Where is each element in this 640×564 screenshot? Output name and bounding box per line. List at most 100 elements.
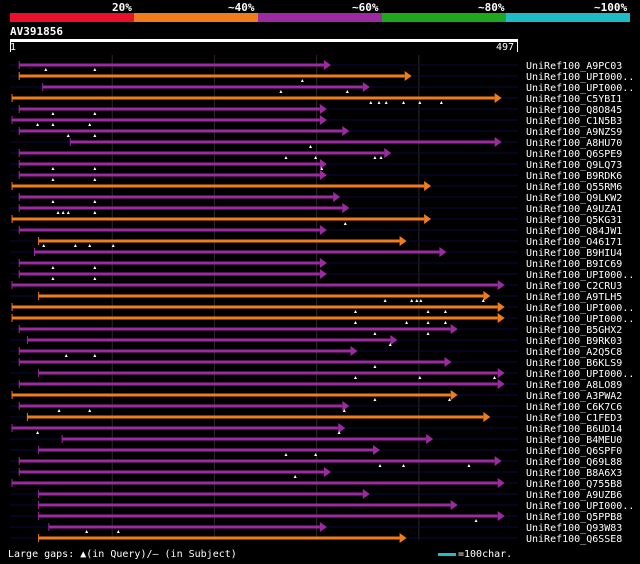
hit-row[interactable]: UniRef100_UPI000.. — [10, 82, 634, 94]
hit-row[interactable]: UniRef100_A9PC03 — [10, 60, 622, 72]
hit-row[interactable]: UniRef100_A8LO89 — [10, 379, 622, 391]
hit-row[interactable]: UniRef100_Q55RM6 — [10, 181, 622, 193]
hit-row[interactable]: UniRef100_B9HIU4 — [10, 247, 622, 259]
hit-label[interactable]: UniRef100_A2Q5C8 — [526, 347, 622, 358]
hit-row[interactable]: UniRef100_B4MEU0 — [10, 434, 622, 446]
hit-bar[interactable] — [38, 239, 400, 243]
hit-label[interactable]: UniRef100_Q5PPB8 — [526, 512, 622, 523]
hit-bar[interactable] — [19, 382, 498, 386]
hit-label[interactable]: UniRef100_C2CRU3 — [526, 281, 622, 292]
hit-label[interactable]: UniRef100_A9NZS9 — [526, 127, 622, 138]
hit-label[interactable]: UniRef100_UPI000.. — [526, 83, 634, 94]
hit-label[interactable]: UniRef100_UPI000.. — [526, 303, 634, 314]
hit-row[interactable]: UniRef100_UPI000.. — [10, 71, 634, 83]
hit-row[interactable]: UniRef100_UPI000.. — [10, 368, 634, 380]
hit-row[interactable]: UniRef100_Q5PPB8 — [10, 511, 622, 523]
hit-label[interactable]: UniRef100_A8LO89 — [526, 380, 622, 391]
hit-row[interactable]: UniRef100_Q6SPF0 — [10, 445, 622, 457]
hit-bar[interactable] — [42, 85, 363, 89]
hit-label[interactable]: UniRef100_A9UZB6 — [526, 490, 622, 501]
hit-bar[interactable] — [19, 459, 495, 463]
hit-row[interactable]: UniRef100_Q9LQ73 — [10, 159, 622, 171]
hit-row[interactable]: UniRef100_C1N5B3 — [10, 115, 622, 127]
hit-label[interactable]: UniRef100_C6K7C6 — [526, 402, 622, 413]
hit-label[interactable]: UniRef100_A9PC03 — [526, 61, 622, 72]
hit-bar[interactable] — [19, 360, 445, 364]
hit-row[interactable]: UniRef100_B9RK03 — [10, 335, 622, 347]
hit-label[interactable]: UniRef100_Q69L88 — [526, 457, 622, 468]
hit-row[interactable]: UniRef100_UPI000.. — [10, 313, 634, 325]
hit-label[interactable]: UniRef100_C1N5B3 — [526, 116, 622, 127]
hit-label[interactable]: UniRef100_B9RK03 — [526, 336, 622, 347]
hit-label[interactable]: UniRef100_Q6SSE8 — [526, 534, 622, 545]
hit-label[interactable]: UniRef100_A8HU70 — [526, 138, 622, 149]
hit-row[interactable]: UniRef100_Q5KG31 — [10, 214, 622, 226]
hit-label[interactable]: UniRef100_B6KLS9 — [526, 358, 622, 369]
hit-label[interactable]: UniRef100_B9IC69 — [526, 259, 622, 270]
hit-row[interactable]: UniRef100_B9RDK6 — [10, 170, 622, 182]
hit-label[interactable]: UniRef100_C1FED3 — [526, 413, 622, 424]
hit-bar[interactable] — [19, 404, 343, 408]
hit-row[interactable]: UniRef100_B8A6X3 — [10, 467, 622, 479]
hit-row[interactable]: UniRef100_A9NZS9 — [10, 126, 622, 138]
hit-label[interactable]: UniRef100_Q6SPF0 — [526, 446, 622, 457]
hit-label[interactable]: UniRef100_A9TLH5 — [526, 292, 622, 303]
hit-label[interactable]: UniRef100_Q6SPE9 — [526, 149, 622, 160]
hit-label[interactable]: UniRef100_B8A6X3 — [526, 468, 622, 479]
hit-label[interactable]: UniRef100_A9UZA1 — [526, 204, 622, 215]
hit-row[interactable]: UniRef100_Q9LKW2 — [10, 192, 622, 204]
hit-row[interactable]: UniRef100_Q69L88 — [10, 456, 622, 468]
hit-bar[interactable] — [19, 107, 320, 111]
hit-label[interactable]: UniRef100_Q9LKW2 — [526, 193, 622, 204]
hit-label[interactable]: UniRef100_C5YBI1 — [526, 94, 622, 105]
hit-bar[interactable] — [12, 283, 498, 287]
hit-bar[interactable] — [38, 371, 498, 375]
hit-row[interactable]: UniRef100_Q6SPE9 — [10, 148, 622, 160]
hit-bar[interactable] — [19, 349, 351, 353]
hit-bar[interactable] — [38, 514, 498, 518]
hit-label[interactable]: UniRef100_UPI000.. — [526, 501, 634, 512]
hit-bar[interactable] — [12, 217, 425, 221]
hit-bar[interactable] — [70, 140, 495, 144]
hit-row[interactable]: UniRef100_Q84JW1 — [10, 225, 622, 237]
hit-row[interactable]: UniRef100_C6K7C6 — [10, 401, 622, 413]
hit-row[interactable]: UniRef100_UPI000.. — [10, 500, 634, 512]
hit-label[interactable]: UniRef100_A3PWA2 — [526, 391, 622, 402]
hit-row[interactable]: UniRef100_B5GHX2 — [10, 324, 622, 336]
hit-bar[interactable] — [38, 536, 400, 540]
hit-label[interactable]: UniRef100_B9HIU4 — [526, 248, 622, 259]
hit-row[interactable]: UniRef100_A8HU70 — [10, 137, 622, 149]
hit-label[interactable]: UniRef100_Q5KG31 — [526, 215, 622, 226]
hit-label[interactable]: UniRef100_B5GHX2 — [526, 325, 622, 336]
hit-row[interactable]: UniRef100_C1FED3 — [10, 412, 622, 424]
hit-label[interactable]: UniRef100_Q8O845 — [526, 105, 622, 116]
hit-row[interactable]: UniRef100_B9IC69 — [10, 258, 622, 270]
hit-label[interactable]: UniRef100_B9RDK6 — [526, 171, 622, 182]
hit-label[interactable]: UniRef100_O46171 — [526, 237, 622, 248]
hit-bar[interactable] — [12, 393, 451, 397]
hit-bar[interactable] — [12, 426, 339, 430]
hit-bar[interactable] — [12, 184, 425, 188]
hit-bar[interactable] — [19, 261, 320, 265]
hit-bar[interactable] — [19, 195, 334, 199]
hit-label[interactable]: UniRef100_Q84JW1 — [526, 226, 622, 237]
hit-row[interactable]: UniRef100_C2CRU3 — [10, 280, 622, 292]
hit-bar[interactable] — [38, 294, 484, 298]
hit-bar[interactable] — [34, 250, 440, 254]
hit-bar[interactable] — [38, 448, 373, 452]
hit-bar[interactable] — [19, 272, 320, 276]
hit-bar[interactable] — [19, 129, 343, 133]
hit-row[interactable]: UniRef100_A9UZA1 — [10, 203, 622, 215]
hit-label[interactable]: UniRef100_B4MEU0 — [526, 435, 622, 446]
hit-row[interactable]: UniRef100_Q6SSE8 — [10, 533, 622, 545]
hit-label[interactable]: UniRef100_UPI000.. — [526, 72, 634, 83]
hit-bar[interactable] — [12, 316, 498, 320]
hit-bar[interactable] — [12, 481, 498, 485]
hit-bar[interactable] — [19, 162, 320, 166]
hit-bar[interactable] — [19, 173, 320, 177]
hit-bar[interactable] — [19, 327, 451, 331]
hit-label[interactable]: UniRef100_Q755B8 — [526, 479, 622, 490]
hit-label[interactable]: UniRef100_UPI000.. — [526, 369, 634, 380]
hit-label[interactable]: UniRef100_Q9LQ73 — [526, 160, 622, 171]
hit-bar[interactable] — [19, 151, 385, 155]
